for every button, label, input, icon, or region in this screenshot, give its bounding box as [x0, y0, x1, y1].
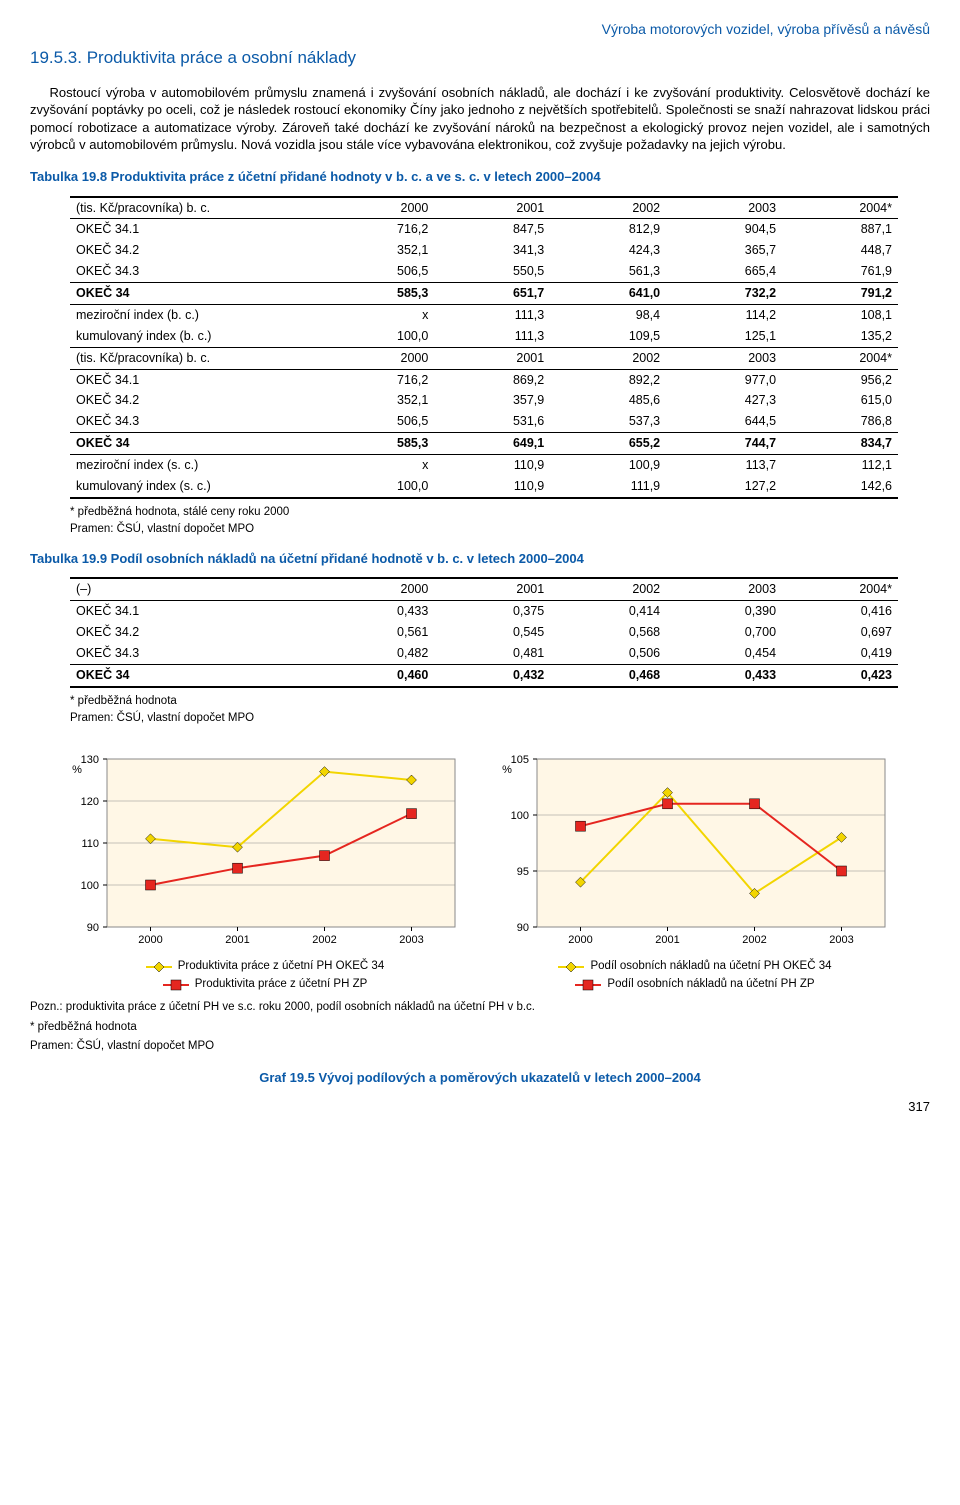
chart-left-wrapper: 90 100 110 120 130% 2000 2001 2002 2003 Produkti… — [65, 749, 465, 995]
chart-right: 90 95 100 105% 2000 2001 2002 2003 — [495, 749, 895, 949]
svg-text:130: 130 — [81, 754, 99, 766]
page-number: 317 — [30, 1098, 930, 1116]
svg-text:100: 100 — [511, 810, 529, 822]
table9-footnote1: * předběžná hodnota — [70, 694, 930, 710]
legend-item: Podíl osobních nákladů na účetní PH ZP — [495, 977, 895, 993]
svg-text:90: 90 — [517, 922, 529, 934]
svg-text:2001: 2001 — [225, 934, 249, 946]
table8: (tis. Kč/pracovníka) b. c.20002001200220… — [70, 196, 898, 499]
svg-text:%: % — [502, 764, 512, 776]
body-paragraph: Rostoucí výroba v automobilovém průmyslu… — [30, 84, 930, 154]
bottom-note1: Pozn.: produktivita práce z účetní PH ve… — [30, 1000, 930, 1016]
table8-footnote1: * předběžná hodnota, stálé ceny roku 200… — [70, 505, 930, 521]
svg-text:2003: 2003 — [399, 934, 423, 946]
table9-footnote2: Pramen: ČSÚ, vlastní dopočet MPO — [70, 711, 930, 727]
svg-text:2002: 2002 — [312, 934, 336, 946]
table8-caption: Tabulka 19.8 Produktivita práce z účetní… — [30, 168, 930, 186]
legend-label: Podíl osobních nákladů na účetní PH OKEČ… — [590, 959, 831, 975]
table8-footnote2: Pramen: ČSÚ, vlastní dopočet MPO — [70, 522, 930, 538]
legend-label: Podíl osobních nákladů na účetní PH ZP — [607, 977, 814, 993]
table9: (–)20002001200220032004*OKEČ 34.10,4330,… — [70, 577, 898, 687]
svg-text:2001: 2001 — [655, 934, 679, 946]
section-title: 19.5.3. Produktivita práce a osobní nákl… — [30, 47, 930, 70]
legend-label: Produktivita práce z účetní PH ZP — [195, 977, 368, 993]
legend-label: Produktivita práce z účetní PH OKEČ 34 — [178, 959, 384, 975]
bottom-note2: * předběžná hodnota — [30, 1020, 930, 1036]
legend-item: Produktivita práce z účetní PH ZP — [65, 977, 465, 993]
chart-right-wrapper: 90 95 100 105% 2000 2001 2002 2003 Podíl osobní… — [495, 749, 895, 995]
legend-item: Produktivita práce z účetní PH OKEČ 34 — [65, 959, 465, 975]
svg-text:100: 100 — [81, 880, 99, 892]
svg-text:%: % — [72, 764, 82, 776]
svg-text:110: 110 — [81, 838, 99, 850]
svg-text:90: 90 — [87, 922, 99, 934]
svg-text:2003: 2003 — [829, 934, 853, 946]
legend-left: Produktivita práce z účetní PH OKEČ 34 Pr… — [65, 959, 465, 992]
bottom-note3: Pramen: ČSÚ, vlastní dopočet MPO — [30, 1039, 930, 1055]
svg-text:120: 120 — [81, 796, 99, 808]
svg-text:2002: 2002 — [742, 934, 766, 946]
table9-caption: Tabulka 19.9 Podíl osobních nákladů na ú… — [30, 550, 930, 568]
header-category: Výroba motorových vozidel, výroba přívěs… — [30, 20, 930, 39]
svg-text:2000: 2000 — [568, 934, 592, 946]
chart-caption: Graf 19.5 Vývoj podílových a poměrových … — [30, 1069, 930, 1087]
legend-item: Podíl osobních nákladů na účetní PH OKEČ… — [495, 959, 895, 975]
charts-row: 90 100 110 120 130% 2000 2001 2002 2003 Produkti… — [30, 749, 930, 995]
svg-text:95: 95 — [517, 866, 529, 878]
legend-right: Podíl osobních nákladů na účetní PH OKEČ… — [495, 959, 895, 992]
svg-text:2000: 2000 — [138, 934, 162, 946]
chart-left: 90 100 110 120 130% 2000 2001 2002 2003 — [65, 749, 465, 949]
svg-text:105: 105 — [511, 754, 529, 766]
